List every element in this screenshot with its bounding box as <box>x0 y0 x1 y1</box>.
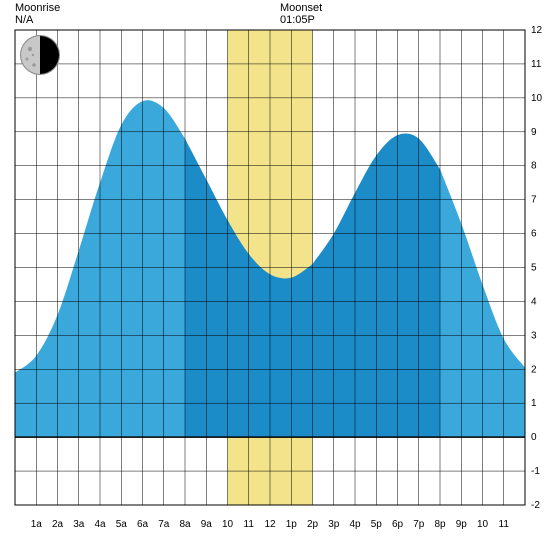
svg-text:6: 6 <box>531 229 537 240</box>
svg-text:6p: 6p <box>392 519 404 530</box>
svg-text:11: 11 <box>244 519 255 530</box>
svg-text:8: 8 <box>531 161 537 172</box>
svg-text:7: 7 <box>531 195 537 206</box>
svg-text:5a: 5a <box>116 519 128 530</box>
svg-text:3a: 3a <box>73 519 85 530</box>
svg-text:5: 5 <box>531 263 537 274</box>
moonrise-label: Moonrise <box>15 2 60 14</box>
svg-text:11: 11 <box>499 519 510 530</box>
moon-phase-icon <box>0 15 80 95</box>
svg-text:9p: 9p <box>456 519 468 530</box>
svg-text:3p: 3p <box>328 519 340 530</box>
tide-chart-container: -2-101234567891011121a2a3a4a5a6a7a8a9a10… <box>0 0 550 550</box>
svg-text:10: 10 <box>477 519 489 530</box>
moonset-value: 01:05P <box>280 14 315 26</box>
svg-text:9a: 9a <box>201 519 213 530</box>
moonset-label: Moonset <box>280 2 322 14</box>
x-axis-labels: 1a 2a 3a 4a 5a 6a 7a 8a 9a 10 11 12 1p 2p 3p 4p 5p 6p 7p 8p… <box>31 519 510 530</box>
svg-text:7a: 7a <box>158 519 170 530</box>
svg-text:3: 3 <box>531 330 537 341</box>
svg-text:4a: 4a <box>94 519 106 530</box>
svg-text:4p: 4p <box>349 519 361 530</box>
moon-phase <box>20 35 60 75</box>
svg-text:1p: 1p <box>286 519 298 530</box>
svg-text:12: 12 <box>264 519 276 530</box>
svg-text:0: 0 <box>531 432 537 443</box>
svg-text:2p: 2p <box>307 519 319 530</box>
svg-text:9: 9 <box>531 127 537 138</box>
svg-text:6a: 6a <box>137 519 149 530</box>
svg-text:2: 2 <box>531 364 537 375</box>
svg-text:8a: 8a <box>179 519 191 530</box>
svg-text:-1: -1 <box>531 466 540 477</box>
svg-text:7p: 7p <box>413 519 425 530</box>
svg-text:4: 4 <box>531 296 537 307</box>
svg-text:5p: 5p <box>371 519 383 530</box>
svg-text:12: 12 <box>531 25 543 36</box>
svg-text:1: 1 <box>531 398 537 409</box>
svg-text:2a: 2a <box>52 519 64 530</box>
svg-text:10: 10 <box>222 519 234 530</box>
svg-text:8p: 8p <box>434 519 446 530</box>
svg-text:10: 10 <box>531 93 543 104</box>
svg-text:1a: 1a <box>31 519 43 530</box>
svg-text:11: 11 <box>531 59 542 70</box>
svg-text:-2: -2 <box>531 500 540 511</box>
tide-chart: -2-101234567891011121a2a3a4a5a6a7a8a9a10… <box>0 0 550 550</box>
